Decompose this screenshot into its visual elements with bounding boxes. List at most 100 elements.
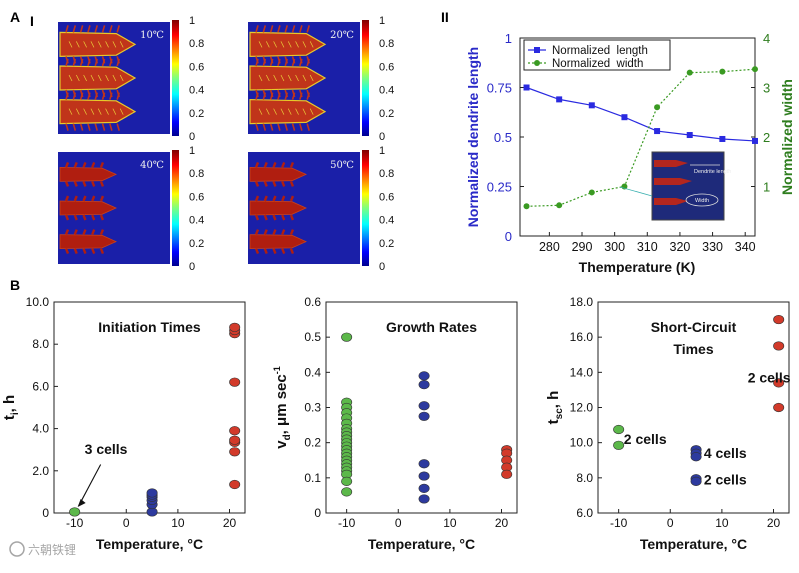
data-point bbox=[229, 447, 241, 457]
dendrite-branch bbox=[94, 58, 99, 67]
data-point bbox=[418, 371, 430, 381]
dendrite-branch bbox=[82, 180, 87, 187]
colorbar-tick-label: 0.2 bbox=[379, 238, 394, 250]
colorbar-tick-label: 0.4 bbox=[189, 85, 204, 97]
annotation-arrow bbox=[78, 464, 102, 507]
dendrite-branch bbox=[79, 92, 84, 100]
dendrite-branch bbox=[306, 25, 310, 33]
dendrite-body bbox=[249, 65, 327, 91]
data-point bbox=[229, 426, 241, 436]
colorbar-tick-label: 0.8 bbox=[189, 168, 204, 180]
panel-label-b: B bbox=[10, 277, 20, 293]
dendrite-texture bbox=[295, 74, 299, 82]
dendrite-texture bbox=[83, 108, 87, 115]
dendrite-texture bbox=[97, 41, 102, 48]
dendrite-texture bbox=[287, 41, 292, 48]
colorbar-tick-label: 1 bbox=[189, 15, 195, 27]
series-line-left bbox=[526, 86, 756, 142]
colorbar-tick-label: 0.6 bbox=[189, 61, 204, 73]
width-point bbox=[523, 203, 530, 210]
dendrite-branch bbox=[281, 229, 286, 236]
data-point bbox=[773, 378, 785, 388]
y-tick-label-right: 1 bbox=[763, 180, 770, 195]
dendrite-texture bbox=[83, 74, 87, 82]
panel-label-a-i: I bbox=[30, 13, 34, 29]
x-tick-label: 20 bbox=[495, 516, 509, 530]
dendrite-texture bbox=[97, 108, 102, 115]
length-point bbox=[654, 128, 661, 135]
y-tick-label: 2.0 bbox=[32, 464, 49, 478]
dendrite-branch bbox=[94, 92, 99, 100]
sim-panel-1: 10℃ 1 0.8 0.6 0.4 0.2 0 bbox=[58, 15, 204, 143]
x-tick-label: 340 bbox=[735, 240, 756, 254]
dendrite-texture bbox=[90, 108, 95, 115]
data-point bbox=[418, 494, 430, 504]
x-tick-label: -10 bbox=[338, 516, 356, 530]
y-tick-label-left: 0.5 bbox=[494, 130, 512, 145]
sim-panel-3: 40℃ 1 0.8 0.6 0.4 0.2 0 bbox=[58, 145, 204, 273]
y-tick-label: 0.5 bbox=[304, 330, 321, 344]
dendrite-branch bbox=[109, 92, 113, 100]
dendrite-texture bbox=[302, 41, 307, 48]
inset-dendrite-3 bbox=[654, 198, 688, 205]
dendrite-body bbox=[59, 31, 137, 58]
data-point bbox=[773, 402, 785, 413]
dendrite-branch bbox=[299, 25, 303, 33]
dendrite-branch bbox=[72, 25, 77, 33]
data-point bbox=[613, 424, 625, 435]
dendrite-branch bbox=[289, 229, 295, 236]
dendrite-branch bbox=[299, 123, 303, 131]
dendrite-branch bbox=[109, 123, 113, 131]
annotation-arrowhead bbox=[77, 498, 86, 507]
dendrite-branch bbox=[87, 92, 91, 100]
y-axis-label: ti, h bbox=[1, 395, 21, 420]
data-point bbox=[690, 452, 702, 462]
sim-temperature-label: 10℃ bbox=[140, 30, 164, 41]
dendrite-branch bbox=[262, 25, 267, 33]
dendrite-branch bbox=[263, 214, 268, 221]
x-tick-label: 0 bbox=[123, 516, 130, 530]
x-tick-label: 280 bbox=[539, 240, 560, 254]
dendrite-branch bbox=[72, 92, 77, 100]
dendrite-branch bbox=[91, 214, 96, 221]
dendrite-texture bbox=[287, 74, 292, 82]
dendrite-branch bbox=[272, 195, 277, 202]
dendrite-branch bbox=[73, 229, 78, 236]
annotation-label: 2 cells bbox=[624, 431, 667, 447]
dendrite-texture bbox=[75, 108, 80, 115]
colorbar bbox=[172, 20, 179, 136]
dendrite-branch bbox=[87, 58, 91, 67]
width-point bbox=[588, 189, 595, 196]
dendrite-branch bbox=[254, 195, 260, 202]
data-point bbox=[418, 459, 430, 469]
y-tick-label: 16.0 bbox=[570, 330, 594, 344]
dendrite-branch bbox=[263, 161, 268, 168]
data-point bbox=[418, 401, 430, 411]
dendrite-texture bbox=[295, 108, 299, 115]
x-tick-label: -10 bbox=[610, 516, 628, 530]
dendrite-branch bbox=[272, 229, 277, 236]
dendrite-branch bbox=[64, 161, 70, 168]
annotation-label: 2 cells bbox=[704, 472, 747, 488]
y-tick-label-right: 4 bbox=[763, 31, 770, 46]
inset-dendrite-1 bbox=[654, 160, 688, 167]
legend-label-width: Normalized width bbox=[552, 58, 643, 70]
inset-pointer bbox=[619, 186, 653, 197]
dendrite-branch bbox=[99, 161, 105, 168]
dendrite-texture bbox=[105, 108, 109, 115]
dendrite-texture bbox=[265, 41, 270, 48]
dendrite-branch bbox=[284, 92, 289, 100]
dendrite-series bbox=[523, 66, 758, 210]
x-tick-label: -10 bbox=[66, 516, 84, 530]
length-point bbox=[719, 135, 726, 142]
dendrite-branch bbox=[269, 92, 274, 100]
dendrite-branch bbox=[64, 214, 70, 221]
length-point bbox=[588, 102, 595, 109]
x-tick-label: 330 bbox=[702, 240, 723, 254]
y-tick-label: 10.0 bbox=[570, 436, 594, 450]
y-axis-label-main: v bbox=[273, 440, 290, 449]
y-axis-label-sub: d bbox=[282, 434, 293, 440]
dendrite-branch bbox=[101, 92, 106, 100]
dendrite-branch bbox=[272, 180, 277, 187]
length-point bbox=[556, 96, 563, 103]
